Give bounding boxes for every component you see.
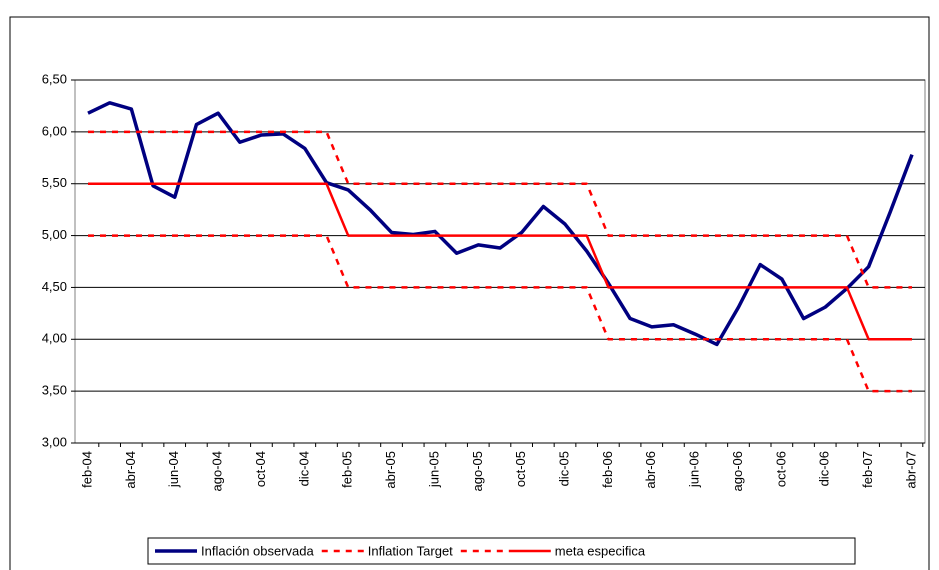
- x-tick-label: feb-04: [79, 451, 94, 488]
- x-tick-label: abr-04: [123, 451, 138, 489]
- y-tick-label: 4,00: [42, 331, 67, 346]
- x-tick-label: oct-04: [253, 451, 268, 487]
- x-tick-label: jun-05: [426, 451, 441, 488]
- x-tick-label: feb-06: [600, 451, 615, 488]
- legend-label: Inflation Target: [368, 543, 453, 558]
- x-tick-label: oct-06: [773, 451, 788, 487]
- x-tick-label: jun-04: [166, 451, 181, 488]
- x-tick-label: dic-05: [556, 451, 571, 486]
- x-tick-label: dic-04: [296, 451, 311, 486]
- y-tick-label: 4,50: [42, 279, 67, 294]
- x-tick-label: feb-07: [860, 451, 875, 488]
- y-tick-label: 5,00: [42, 227, 67, 242]
- y-tick-label: 3,00: [42, 434, 67, 449]
- x-tick-label: ago-04: [210, 451, 225, 491]
- series-line: [88, 234, 912, 393]
- series-line: [88, 182, 912, 341]
- y-tick-label: 6,00: [42, 123, 67, 138]
- series-line: [87, 101, 914, 347]
- series-line: [88, 130, 912, 289]
- x-tick-label: ago-05: [470, 451, 485, 491]
- x-tick-label: abr-05: [383, 451, 398, 489]
- legend-label: meta especifica: [555, 543, 646, 558]
- x-tick-label: oct-05: [513, 451, 528, 487]
- y-tick-label: 3,50: [42, 383, 67, 398]
- x-tick-label: ago-06: [730, 451, 745, 491]
- x-tick-label: dic-06: [817, 451, 832, 486]
- x-tick-label: feb-05: [340, 451, 355, 488]
- plot-area: [74, 79, 926, 444]
- x-tick-label: abr-06: [643, 451, 658, 489]
- y-tick-label: 6,50: [42, 71, 67, 86]
- x-tick-label: abr-07: [903, 451, 918, 489]
- y-tick-label: 5,50: [42, 175, 67, 190]
- x-tick-label: jun-06: [687, 451, 702, 488]
- legend-label: Inflación observada: [201, 543, 315, 558]
